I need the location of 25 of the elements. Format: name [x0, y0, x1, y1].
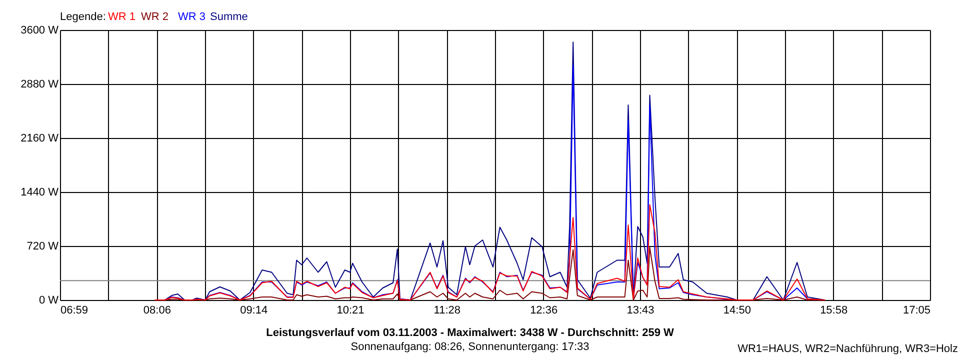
text: WR 3	[178, 11, 206, 23]
y-tick-label: 1440 W	[20, 186, 60, 198]
y-tick-label: 0 W	[38, 294, 60, 306]
x-tick-label: 11:28	[434, 304, 461, 316]
text: WR1=HAUS, WR2=Nachführung, WR3=Holz	[738, 343, 958, 355]
y-tick-label: 2160 W	[20, 132, 60, 144]
text: Summe	[210, 11, 248, 23]
legend-title: Legende:	[60, 11, 106, 23]
text: WR 2	[141, 11, 168, 23]
x-tick-label: 09:14	[240, 304, 268, 316]
x-tick-label: 15:58	[820, 304, 848, 316]
x-tick-label: 10:21	[336, 304, 364, 316]
x-tick-label: 06:59	[60, 304, 88, 316]
x-tick-label: 14:50	[723, 304, 751, 316]
x-tick-label: 17:05	[902, 304, 930, 316]
y-tick-label: 2880 W	[20, 78, 60, 90]
x-tick-label: 13:43	[626, 304, 654, 316]
text: Sonnenaufgang: 08:26, Sonnenuntergang: 17:33	[350, 341, 590, 353]
text: WR 1	[108, 11, 136, 23]
y-tick-label: 720 W	[26, 240, 60, 252]
x-tick-label: 08:06	[143, 304, 171, 316]
x-tick-label: 12:36	[530, 304, 558, 316]
line-series	[154, 204, 826, 300]
y-tick-label: 3600 W	[20, 24, 60, 36]
text: Leistungsverlauf vom 03.11.2003 - Maximalwert: 3438 W - Durchschnitt: 259 W	[266, 327, 674, 339]
